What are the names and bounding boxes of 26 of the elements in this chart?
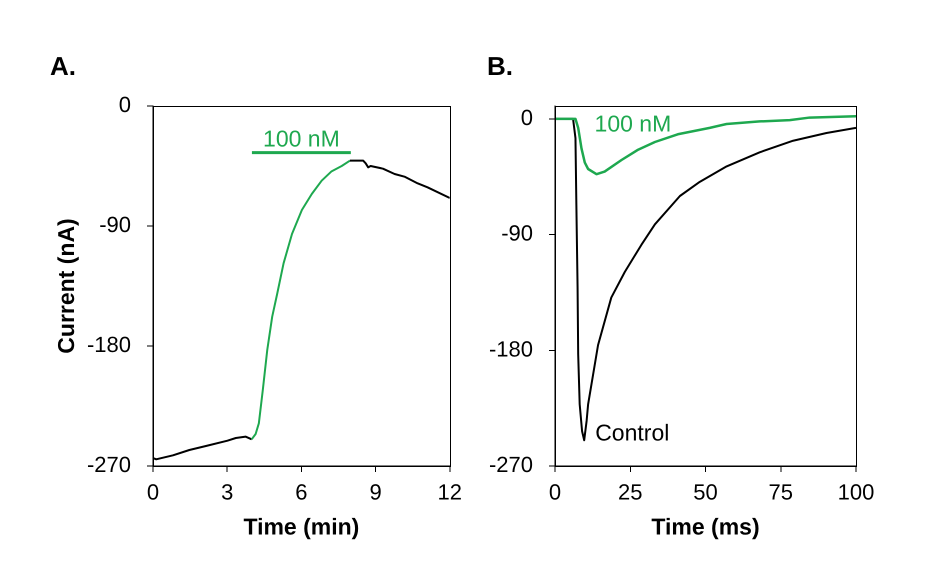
x-tick-label: 75 — [768, 479, 793, 504]
y-tick-label: 0 — [520, 104, 533, 130]
x-tick-label: 50 — [693, 479, 718, 504]
x-tick-label: 6 — [295, 479, 308, 504]
y-tick-label: -270 — [488, 452, 533, 478]
series-label: Control — [595, 420, 670, 446]
chart-title: A. — [50, 51, 76, 81]
x-tick-label: 0 — [548, 479, 562, 504]
series-label: 100 nM — [594, 110, 672, 136]
y-tick-label: -90 — [99, 212, 131, 238]
x-tick-label: 0 — [146, 479, 160, 504]
x-tick-label: 12 — [438, 479, 462, 504]
x-tick-label: 100 — [838, 479, 874, 504]
x-tick-label: 9 — [369, 479, 382, 504]
series-label: 100 nM — [263, 126, 340, 152]
x-tick-label: 25 — [618, 479, 642, 504]
chart-title: B. — [487, 51, 513, 81]
y-axis-title: Current (nA) — [53, 218, 80, 354]
y-tick-label: -180 — [488, 336, 533, 362]
y-tick-label: -180 — [86, 332, 131, 358]
y-tick-label: -270 — [86, 452, 131, 478]
y-tick-label: -90 — [501, 220, 533, 246]
x-axis-title: Time (min) — [243, 514, 360, 540]
x-axis-title: Time (ms) — [651, 514, 760, 540]
x-tick-label: 3 — [221, 479, 234, 504]
y-tick-label: 0 — [118, 92, 131, 118]
